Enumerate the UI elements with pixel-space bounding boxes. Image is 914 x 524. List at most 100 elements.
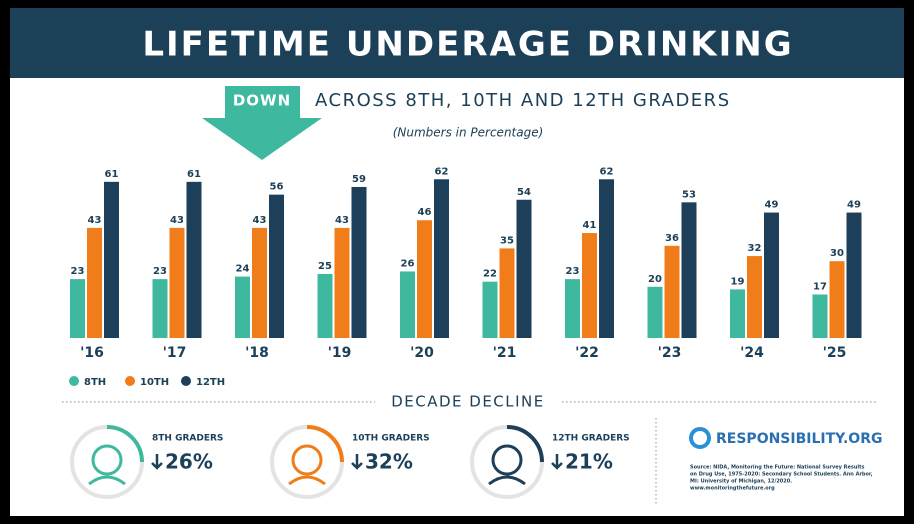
bar <box>846 212 862 338</box>
value-label: 43 <box>170 215 184 226</box>
value-label: 25 <box>318 261 332 272</box>
bar <box>87 227 102 338</box>
bar <box>730 289 745 338</box>
down-arrow <box>202 86 322 160</box>
decline-label: 8TH GRADERS <box>152 434 223 444</box>
x-tick-label: '25 <box>823 345 847 361</box>
bar <box>516 199 532 338</box>
value-label: 26 <box>401 258 415 269</box>
title: LIFETIME UNDERAGE DRINKING <box>142 25 793 65</box>
decline-label: 10TH GRADERS <box>352 434 430 444</box>
bar <box>664 245 680 338</box>
value-label: 62 <box>435 166 449 177</box>
badge: DOWN <box>233 92 291 110</box>
bar <box>252 227 267 338</box>
value-label: 53 <box>682 189 696 200</box>
legend-swatch <box>69 376 79 386</box>
legend-label: 12TH <box>196 377 225 388</box>
value-label: 49 <box>765 200 779 211</box>
bar <box>317 274 333 338</box>
value-label: 43 <box>253 215 267 226</box>
value-label: 23 <box>71 266 85 277</box>
subtitle: ACROSS 8TH, 10TH AND 12TH GRADERS <box>315 90 731 111</box>
x-tick-label: '24 <box>740 345 764 361</box>
x-tick-label: '22 <box>575 345 599 361</box>
decline-label: 12TH GRADERS <box>552 434 630 444</box>
bar <box>351 186 367 338</box>
section-title: DECADE DECLINE <box>391 393 545 411</box>
down-icon <box>351 454 363 470</box>
bar <box>812 294 828 338</box>
source: MI: University of Michigan, 12/2020. <box>690 479 792 485</box>
bar <box>647 286 663 338</box>
bar <box>417 220 432 338</box>
bar <box>565 279 580 338</box>
value-label: 30 <box>830 248 844 259</box>
icon <box>91 444 123 476</box>
legend-swatch <box>125 376 135 386</box>
source: on Drug Use, 1975-2020: Secondary School… <box>690 472 873 478</box>
icon <box>291 444 323 476</box>
down-icon <box>551 454 563 470</box>
x-tick-label: '23 <box>658 345 682 361</box>
bar <box>186 181 202 338</box>
source: Source: NIDA, Monitoring the Future: Nat… <box>690 465 865 471</box>
ring <box>306 425 344 463</box>
legend-swatch <box>181 376 191 386</box>
bar <box>764 212 779 338</box>
value-label: 61 <box>105 169 119 180</box>
value-label: 54 <box>517 187 531 198</box>
value-label: 23 <box>153 266 167 277</box>
brand: RESPONSIBILITY.ORG <box>716 431 882 447</box>
bar <box>104 181 119 338</box>
value-label: 36 <box>665 233 679 244</box>
value-label: 41 <box>583 220 597 231</box>
bar <box>152 279 168 338</box>
value-label: 23 <box>566 266 580 277</box>
note: (Numbers in Percentage) <box>393 126 544 140</box>
value-label: 24 <box>236 264 250 275</box>
bar <box>681 202 697 338</box>
value-label: 61 <box>187 169 201 180</box>
value-label: 56 <box>270 182 284 193</box>
ring <box>106 425 144 463</box>
value-label: 49 <box>847 200 861 211</box>
bar <box>235 276 250 338</box>
bar <box>582 233 597 338</box>
logo-icon <box>689 427 711 449</box>
banner <box>10 8 904 78</box>
value-label: 43 <box>88 215 102 226</box>
value-label: 43 <box>335 215 349 226</box>
value-label: 46 <box>418 207 432 218</box>
bar <box>829 261 845 338</box>
x-tick-label: '16 <box>80 345 104 361</box>
x-tick-label: '19 <box>328 345 352 361</box>
bar <box>334 227 350 338</box>
bar <box>482 281 498 338</box>
value-label: 20 <box>648 274 662 285</box>
icon <box>488 475 526 486</box>
decline-value: 26% <box>165 450 213 474</box>
value-label: 32 <box>748 243 762 254</box>
bar <box>70 279 85 338</box>
x-tick-label: '18 <box>245 345 269 361</box>
bar <box>599 179 614 338</box>
value-label: 19 <box>731 276 745 287</box>
ring <box>506 425 544 463</box>
bar <box>434 179 449 338</box>
x-tick-label: '21 <box>493 345 517 361</box>
value-label: 17 <box>813 281 827 292</box>
legend-label: 10TH <box>140 377 169 388</box>
down-icon <box>151 454 163 470</box>
legend-label: 8TH <box>84 377 106 388</box>
bar <box>747 256 762 338</box>
bar <box>400 271 415 338</box>
bar <box>499 248 515 338</box>
value-label: 22 <box>483 269 497 280</box>
icon <box>288 475 326 486</box>
icon <box>88 475 126 486</box>
x-tick-label: '17 <box>163 345 187 361</box>
decline-value: 32% <box>365 450 413 474</box>
